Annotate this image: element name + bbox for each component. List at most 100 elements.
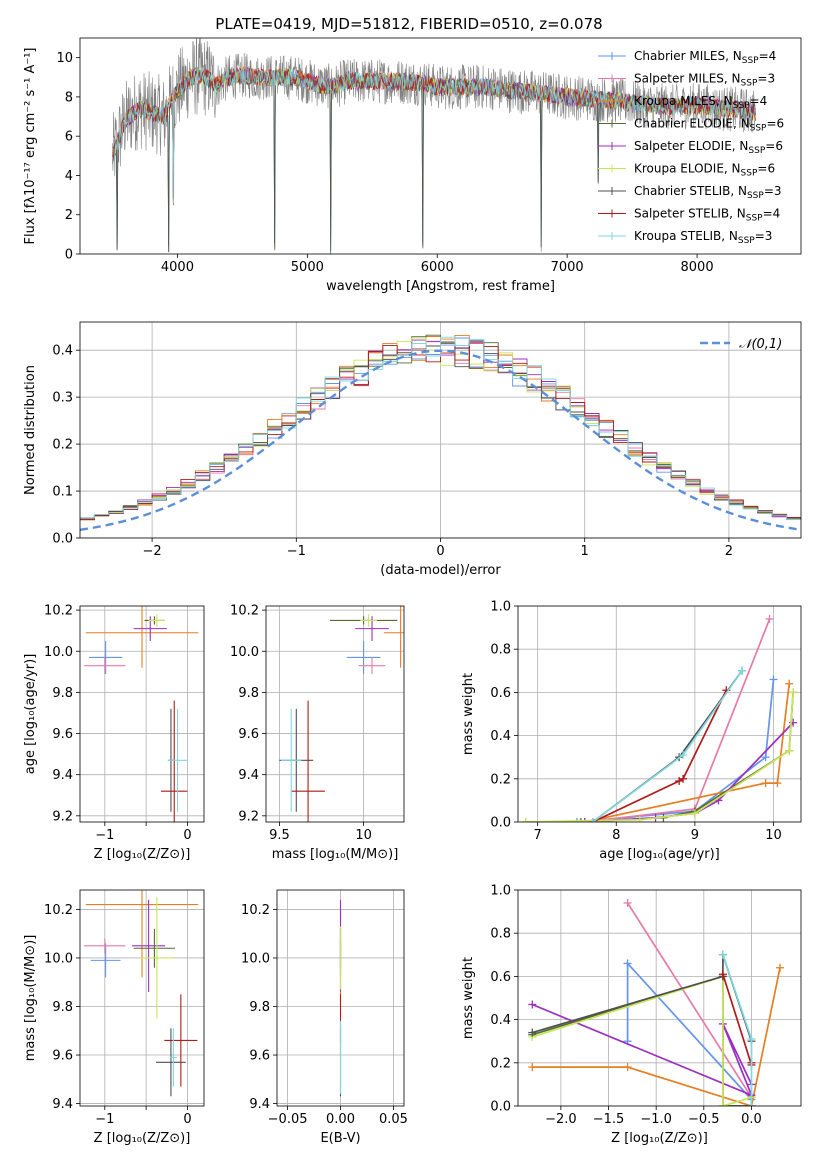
weight-point-marker — [747, 1035, 756, 1044]
z-mass-y-axis-label: mass [log₁₀(M/M⊙)] — [23, 935, 38, 1062]
legend-entry: 𝒩(0,1) — [700, 337, 782, 352]
weight-point-marker — [576, 818, 585, 822]
errorbar-point — [84, 657, 126, 674]
mass-age-y-tick-label: 9.4 — [238, 768, 259, 783]
age-weight-x-axis-label: age [log₁₀(age/yr)] — [599, 847, 720, 862]
weight-point-marker — [785, 746, 794, 755]
errorbar-point — [383, 606, 404, 668]
legend-label-text: Salpeter STELIB, N — [634, 207, 746, 221]
weight-point-marker — [789, 688, 798, 697]
weight-point-marker — [690, 809, 699, 818]
residuals-y-tick-label: 0.2 — [52, 438, 73, 453]
weight-point-marker — [765, 614, 774, 623]
z-age-y-tick-label: 10.0 — [44, 645, 73, 660]
age-weight-y-tick-label: 0.0 — [490, 816, 511, 831]
weight-series — [572, 675, 778, 822]
weight-series — [521, 679, 794, 822]
weight-series-line — [532, 967, 781, 1106]
weight-point-marker — [528, 1063, 537, 1072]
z-age-y-tick-label: 9.4 — [52, 768, 73, 783]
legend-label-value: =4 — [759, 49, 777, 63]
mass-age-frame — [265, 605, 405, 823]
weight-series-line — [525, 692, 794, 822]
mass-age-y-tick-label: 9.8 — [238, 686, 259, 701]
residuals-x-tick-label: 0 — [436, 544, 444, 559]
legend-entry: Salpeter ELODIE, NSSP=6 — [598, 139, 783, 156]
spectrum-x-tick-label: 6000 — [421, 260, 454, 275]
weight-point-marker — [718, 950, 727, 959]
z-weight-x-axis-label: Z [log₁₀(Z/Z⊙)] — [611, 1131, 708, 1146]
legend-label: Chabrier MILES, NSSP=4 — [634, 49, 776, 66]
legend-label-text: Kroupa ELODIE, N — [634, 162, 741, 176]
weight-point-marker — [738, 666, 747, 675]
z-age-y-tick-label: 9.6 — [52, 727, 73, 742]
z-age-y-tick-label: 9.2 — [52, 809, 73, 824]
legend-entry: Chabrier MILES, NSSP=4 — [598, 49, 776, 66]
residuals-x-tick-label: −1 — [287, 544, 306, 559]
legend-label-subscript: SSP — [733, 101, 750, 111]
errorbar-point — [133, 928, 176, 968]
z-mass-x-tick-label: 0 — [183, 1112, 191, 1127]
mass-age-y-tick-label: 9.6 — [238, 727, 259, 742]
model-spectrum-line — [112, 67, 756, 202]
z-age-x-axis-label: Z [log₁₀(Z/Z⊙)] — [94, 847, 191, 862]
legend-label-subscript: SSP — [750, 124, 767, 134]
spectrum-plot-area — [112, 38, 756, 254]
z-weight-y-tick-label: 1.0 — [490, 884, 511, 899]
legend-label: Kroupa MILES, NSSP=4 — [634, 94, 767, 111]
legend-label-subscript: SSP — [738, 236, 755, 246]
legend-label: Salpeter STELIB, NSSP=4 — [634, 207, 780, 224]
ebv-mass-y-tick-label: 9.6 — [249, 1049, 270, 1064]
weight-point-marker — [718, 970, 727, 979]
spectrum-y-tick-label: 10 — [56, 51, 73, 66]
panel-residuals: −2 −1 0 1 2 0.0 0.1 0.2 0.3 0.4 𝒩(0,1) (data-model)… — [23, 321, 802, 578]
residuals-y-tick-label: 0.0 — [52, 532, 73, 547]
z-age-y-tick-label: 10.2 — [44, 604, 73, 619]
residuals-y-tick-label: 0.3 — [52, 391, 73, 406]
z-mass-x-axis-label: Z [log₁₀(Z/Z⊙)] — [94, 1131, 191, 1146]
errorbar-point — [358, 657, 386, 674]
spectrum-y-tick-label: 6 — [65, 130, 73, 145]
legend-label-text: Kroupa MILES, N — [634, 94, 733, 108]
errorbar-point — [140, 897, 174, 1019]
mass-age-plot-area — [266, 606, 404, 822]
legend-label-subscript: SSP — [742, 56, 759, 66]
residuals-x-tick-label: −2 — [143, 544, 162, 559]
legend-label: Salpeter MILES, NSSP=3 — [634, 72, 775, 89]
errorbar-point — [148, 614, 166, 627]
residuals-y-axis-label: Normed distribution — [23, 365, 38, 495]
panel-z-age: −1 0 9.2 9.4 9.6 9.8 10.0 10.2 Z [log₁₀(Z/Z⊙)] ag… — [23, 604, 205, 862]
ebv-mass-y-tick-label: 9.8 — [249, 1000, 270, 1015]
legend-label: Chabrier ELODIE, NSSP=6 — [634, 117, 784, 134]
age-weight-plot-area — [518, 606, 801, 822]
z-weight-plot-area — [518, 890, 801, 1106]
z-weight-x-tick-label: 0.0 — [741, 1112, 762, 1127]
legend-label-subscript: SSP — [741, 79, 758, 89]
z-mass-y-tick-label: 9.4 — [52, 1097, 73, 1112]
weight-point-marker — [623, 1063, 632, 1072]
weight-point-marker — [747, 1102, 756, 1106]
weight-point-marker — [623, 898, 632, 907]
spectrum-x-tick-label: 7000 — [551, 260, 584, 275]
residuals-frame — [79, 321, 802, 539]
z-age-y-axis-label: age [log₁₀(age/yr)] — [23, 654, 38, 775]
legend-label-text: Salpeter ELODIE, N — [634, 139, 748, 153]
weight-point-marker — [528, 1028, 537, 1037]
legend-label-subscript: SSP — [741, 169, 758, 179]
spectrum-y-tick-label: 4 — [65, 169, 73, 184]
legend-entry: Kroupa STELIB, NSSP=3 — [598, 229, 772, 246]
z-weight-y-tick-label: 0.4 — [490, 1013, 511, 1028]
errorbar-point — [281, 708, 302, 812]
weight-series — [528, 972, 756, 1106]
age-weight-y-tick-label: 1.0 — [490, 600, 511, 615]
ebv-mass-plot-area — [277, 890, 404, 1106]
legend-label: Chabrier STELIB, NSSP=3 — [634, 184, 782, 201]
legend-entry: Kroupa MILES, NSSP=4 — [598, 94, 767, 111]
ebv-mass-y-tick-label: 10.2 — [241, 903, 270, 918]
z-mass-plot-area — [80, 890, 204, 1106]
errorbar-point — [132, 899, 166, 992]
weight-series — [521, 688, 798, 822]
panel-spectrum: 4000 5000 6000 7000 8000 0 2 4 6 8 10 wavelength [A… — [23, 15, 802, 294]
age-weight-x-tick-label: 10 — [765, 828, 782, 843]
z-weight-x-tick-label: −1.5 — [593, 1112, 625, 1127]
